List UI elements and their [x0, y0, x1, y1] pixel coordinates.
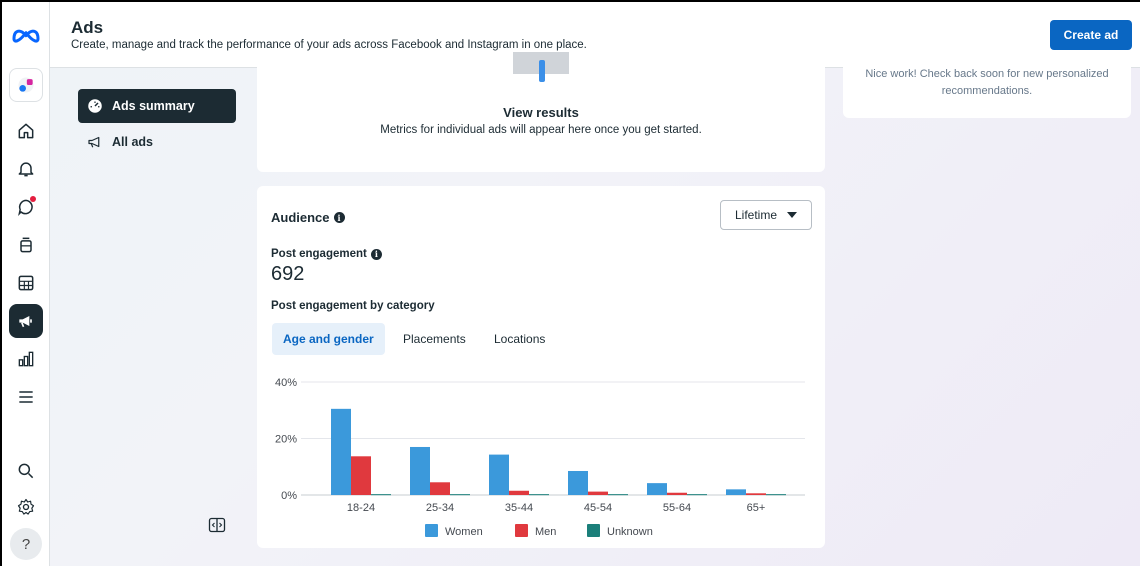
- nav-item-ads-summary[interactable]: Ads summary: [78, 89, 236, 123]
- unread-dot: [30, 196, 36, 202]
- bar-women-35-44: [489, 454, 509, 495]
- by-category-label: Post engagement by category: [271, 300, 435, 312]
- bar-men-18-24: [351, 456, 371, 495]
- left-rail: ?: [2, 2, 50, 566]
- bar-men-55-64: [667, 492, 687, 495]
- x-tick-label: 35-44: [505, 502, 533, 514]
- legend-swatch-women: [425, 524, 438, 537]
- info-icon[interactable]: i: [370, 248, 382, 260]
- caret-down-icon: [787, 212, 798, 218]
- insights-icon[interactable]: [9, 342, 43, 376]
- bar-unknown-25-34: [450, 494, 470, 496]
- bar-women-25-34: [410, 446, 430, 495]
- search-icon[interactable]: [9, 454, 43, 488]
- y-tick-label: 20%: [275, 434, 297, 446]
- x-tick-label: 25-34: [426, 502, 454, 514]
- bar-unknown-18-24: [371, 494, 391, 496]
- date-range-value: Lifetime: [734, 208, 778, 222]
- nav-item-label: All ads: [112, 135, 153, 149]
- results-card: View results Metrics for individual ads …: [257, 52, 825, 172]
- x-tick-label: 55-64: [663, 502, 691, 514]
- legend-label-unknown: Unknown: [607, 526, 653, 538]
- nav-item-all-ads[interactable]: All ads: [78, 125, 236, 159]
- results-title: View results: [503, 105, 579, 120]
- legend-label-women: Women: [445, 526, 483, 538]
- collapse-sidebar-icon[interactable]: [208, 516, 226, 534]
- tab-placements[interactable]: Placements: [403, 332, 466, 346]
- audience-title-text: Audience: [271, 210, 330, 225]
- messages-icon[interactable]: [9, 190, 43, 224]
- page-avatar-icon[interactable]: [9, 68, 43, 102]
- bar-men-25-34: [430, 482, 450, 495]
- bar-women-55-64: [647, 483, 667, 495]
- recommendations-text: Nice work! Check back soon for new perso…: [865, 68, 1109, 97]
- recommendations-card: Nice work! Check back soon for new perso…: [843, 52, 1131, 118]
- megaphone-icon: [88, 136, 100, 148]
- post-engagement-value: 692: [271, 263, 305, 285]
- notifications-icon[interactable]: [9, 152, 43, 186]
- bar-unknown-55-64: [687, 494, 707, 496]
- info-icon[interactable]: i: [333, 212, 345, 223]
- results-description: Metrics for individual ads will appear h…: [380, 124, 702, 136]
- create-ad-button[interactable]: Create ad: [1050, 20, 1132, 50]
- x-tick-label: 45-54: [584, 502, 612, 514]
- bar-men-65+: [746, 493, 766, 495]
- age-gender-chart: 0% 20% 40% 18-24 25-34 35-44 45-54 55-64 65+ Wome…: [275, 377, 805, 538]
- x-tick-label: 65+: [747, 502, 766, 514]
- page-subtitle: Create, manage and track the performance…: [71, 39, 587, 51]
- post-engagement-label: Post engagement i: [271, 248, 382, 260]
- y-tick-label: 0%: [281, 490, 297, 502]
- help-icon[interactable]: ?: [10, 528, 42, 560]
- bar-unknown-45-54: [608, 494, 628, 496]
- tab-locations[interactable]: Locations: [494, 332, 546, 346]
- bar-women-18-24: [331, 408, 351, 495]
- meta-logo-icon[interactable]: [9, 18, 43, 52]
- legend-swatch-men: [515, 524, 528, 537]
- planner-icon[interactable]: [9, 266, 43, 300]
- settings-icon[interactable]: [9, 490, 43, 524]
- bar-unknown-35-44: [529, 494, 549, 496]
- home-icon[interactable]: [9, 114, 43, 148]
- bar-men-35-44: [509, 490, 529, 495]
- content-icon[interactable]: [9, 228, 43, 262]
- ads-icon[interactable]: [9, 304, 43, 338]
- bar-men-45-54: [588, 491, 608, 495]
- audience-title: Audience i: [271, 210, 345, 225]
- bar-women-65+: [726, 489, 746, 495]
- legend-swatch-unknown: [587, 524, 600, 537]
- y-tick-label: 40%: [275, 377, 297, 389]
- tab-age-and-gender[interactable]: Age and gender: [272, 323, 385, 355]
- bar-unknown-65+: [766, 494, 786, 496]
- menu-icon[interactable]: [9, 380, 43, 414]
- nav-item-label: Ads summary: [112, 99, 195, 113]
- page-title: Ads: [71, 18, 104, 37]
- audience-card: Audience i Lifetime Post engagement i 69…: [257, 186, 825, 548]
- results-illustration: [513, 52, 569, 82]
- x-tick-label: 18-24: [347, 502, 375, 514]
- post-engagement-label-text: Post engagement: [271, 248, 367, 260]
- legend-label-men: Men: [535, 526, 556, 538]
- date-range-dropdown[interactable]: Lifetime: [720, 200, 812, 230]
- bar-women-45-54: [568, 470, 588, 495]
- dashboard-icon: [88, 99, 102, 113]
